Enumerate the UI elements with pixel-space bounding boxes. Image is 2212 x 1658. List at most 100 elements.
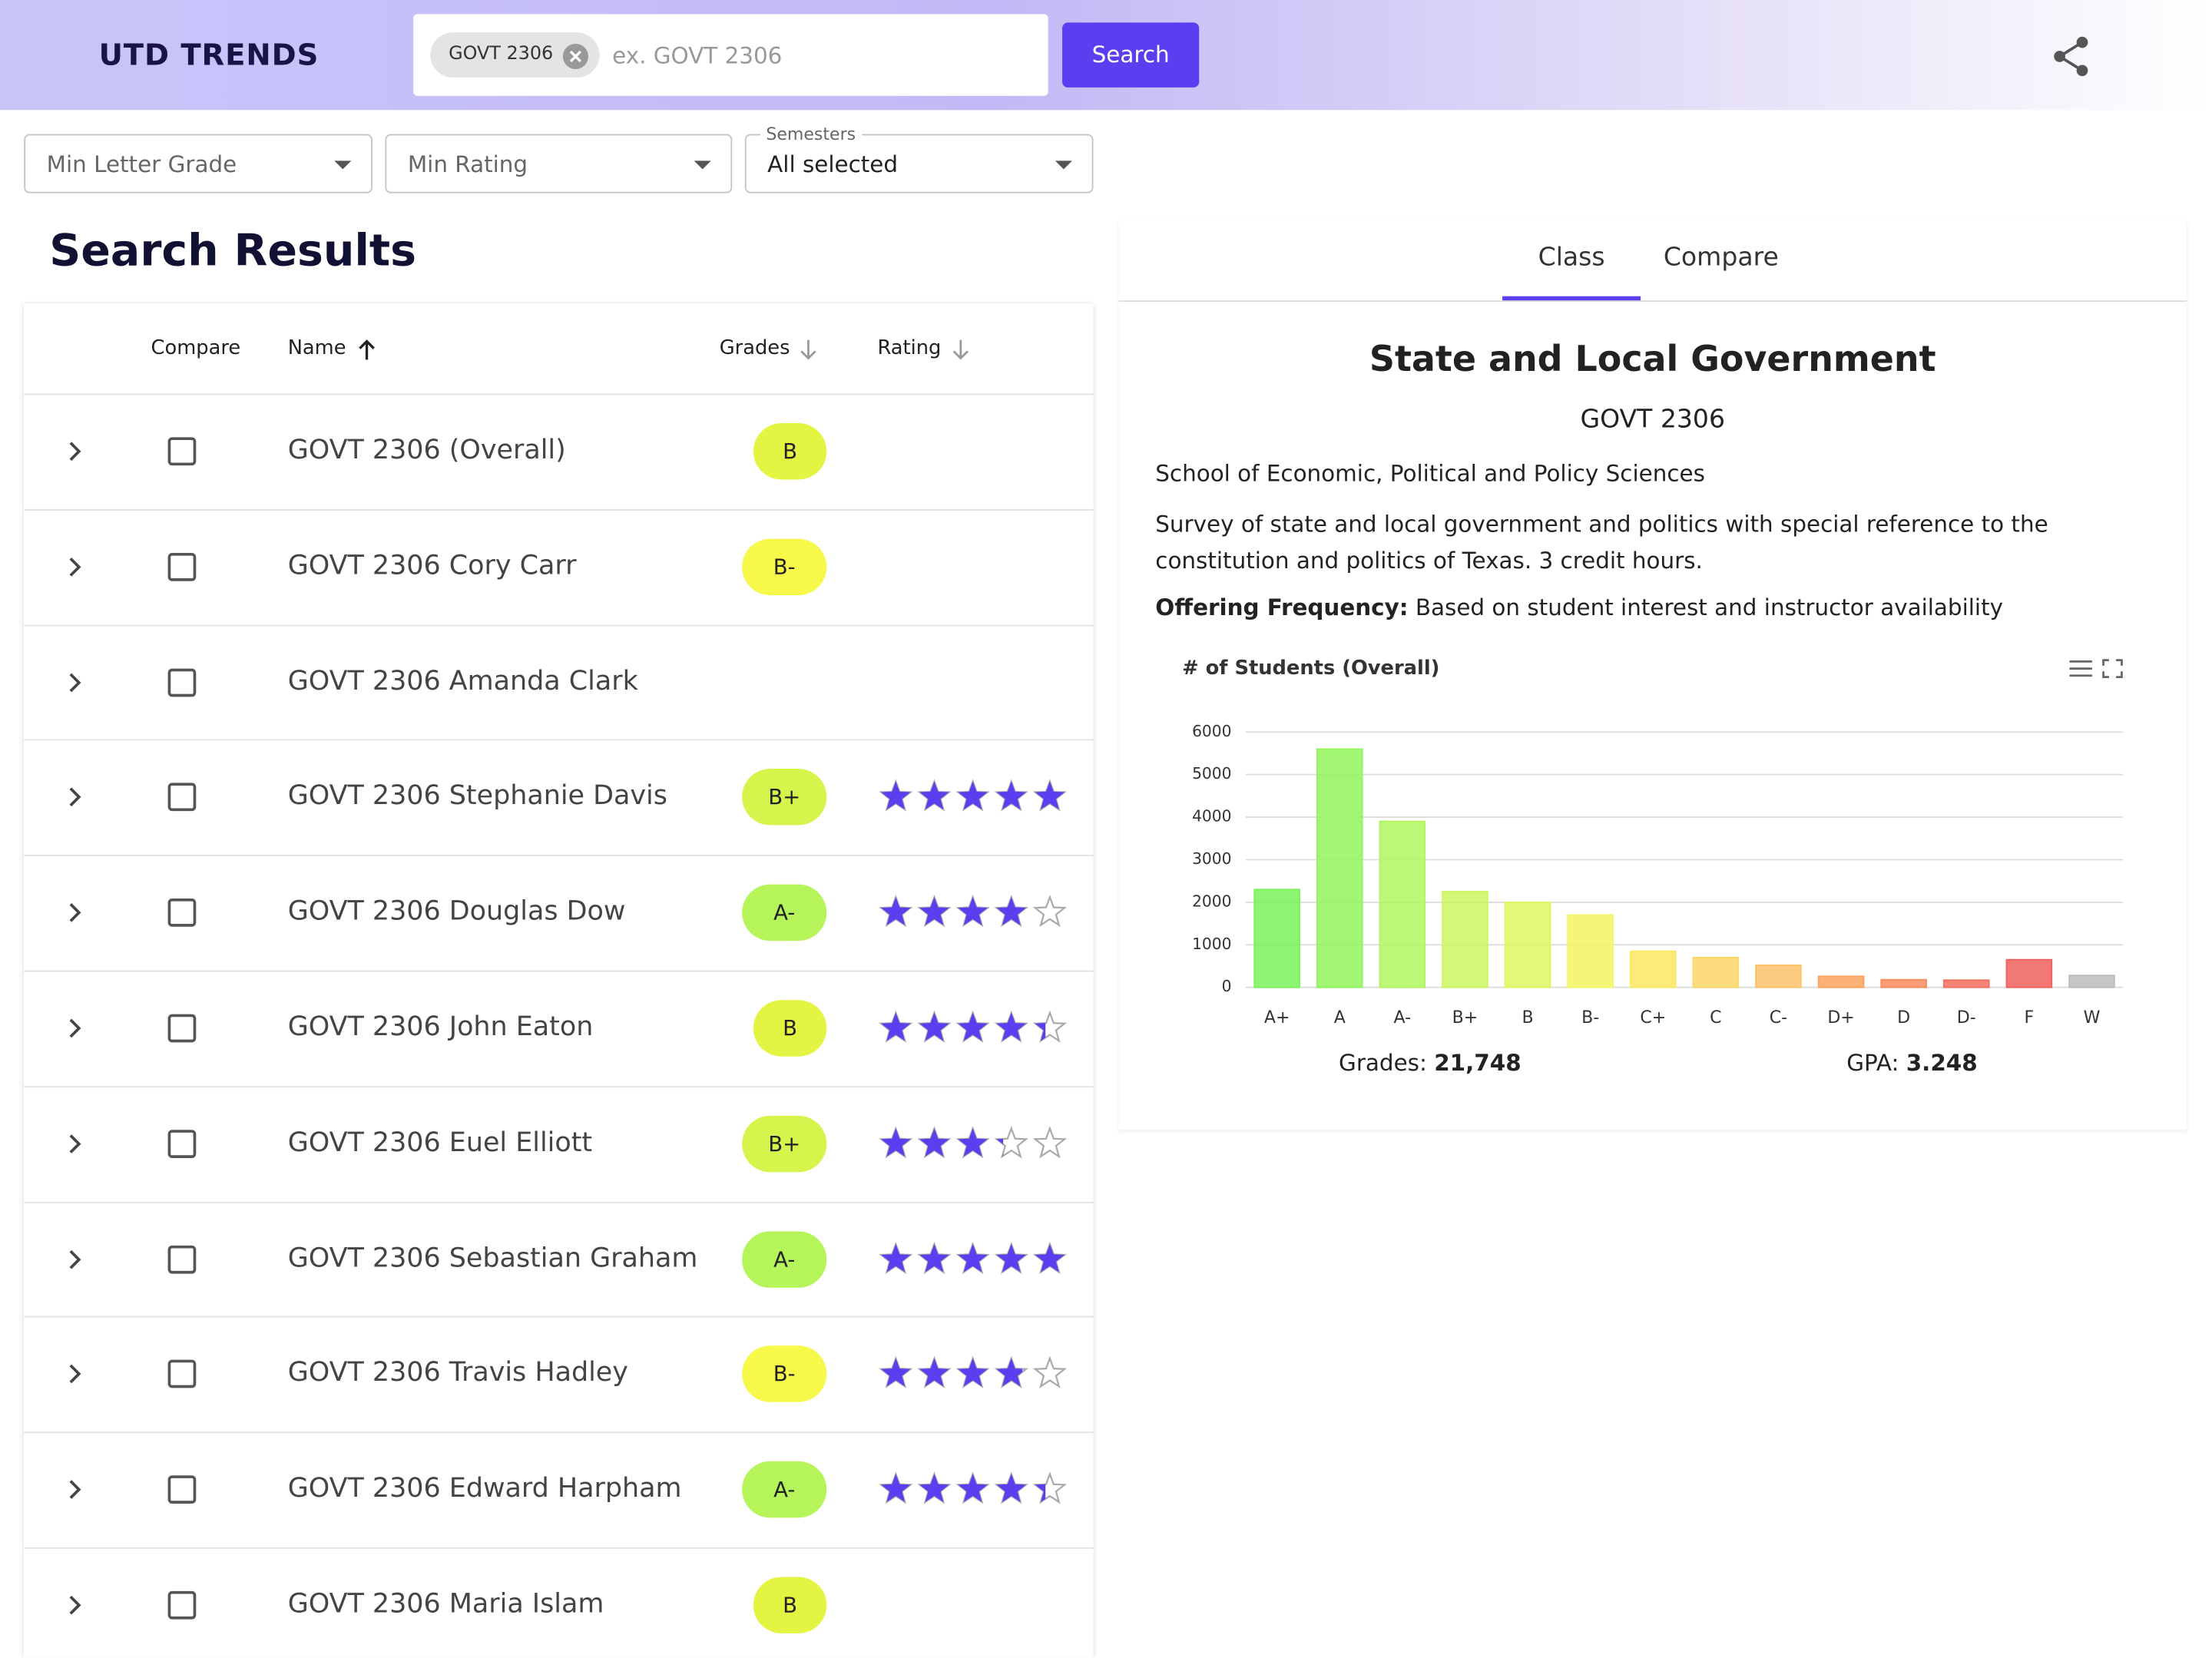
rating-fill bbox=[881, 1243, 1065, 1272]
search-button[interactable]: Search bbox=[1062, 22, 1200, 88]
bar[interactable] bbox=[2068, 975, 2115, 988]
row-name: GOVT 2306 Travis Hadley bbox=[287, 1357, 628, 1389]
min-rating-select[interactable]: Min Rating bbox=[385, 134, 733, 194]
star bbox=[1035, 1484, 1046, 1503]
compare-checkbox[interactable] bbox=[167, 898, 197, 928]
star-outline bbox=[1032, 895, 1068, 928]
star bbox=[958, 782, 988, 810]
star bbox=[881, 1243, 911, 1272]
grade-pill: B bbox=[753, 1000, 827, 1057]
expand-chevron[interactable] bbox=[69, 557, 81, 577]
bar[interactable] bbox=[1253, 889, 1300, 988]
grades-total: Grades: 21,748 bbox=[1339, 1050, 1522, 1077]
y-tick-label: 2000 bbox=[1192, 892, 1231, 910]
semesters-select[interactable]: All selected bbox=[744, 134, 1094, 194]
expand-chevron[interactable] bbox=[69, 788, 81, 807]
school: School of Economic, Political and Policy… bbox=[1155, 459, 1705, 487]
expand-chevron[interactable] bbox=[69, 1595, 81, 1615]
star bbox=[958, 897, 988, 926]
column-header[interactable]: Name bbox=[287, 336, 346, 360]
table-row[interactable]: GOVT 2306 Douglas Dow A- bbox=[24, 855, 1094, 971]
grade-pill: B+ bbox=[742, 1115, 827, 1172]
compare-checkbox[interactable] bbox=[167, 783, 197, 812]
table-row[interactable]: GOVT 2306 Amanda Clark bbox=[24, 624, 1094, 741]
bar[interactable] bbox=[1629, 950, 1677, 988]
row-icons bbox=[69, 552, 197, 581]
grade-pill: B bbox=[753, 423, 827, 480]
column-header[interactable]: Grades bbox=[719, 336, 790, 360]
expand-chevron[interactable] bbox=[69, 672, 81, 692]
chip-remove[interactable] bbox=[561, 42, 590, 71]
bar[interactable] bbox=[1880, 978, 1927, 988]
expand-chevron[interactable] bbox=[69, 903, 81, 923]
table-row[interactable]: GOVT 2306 Cory Carr B- bbox=[24, 508, 1094, 626]
expand-chevron[interactable] bbox=[69, 1365, 81, 1385]
expand-chevron[interactable] bbox=[69, 1249, 81, 1269]
table-row[interactable]: GOVT 2306 Edward Harpham A- bbox=[24, 1431, 1094, 1549]
bar[interactable] bbox=[1567, 914, 1614, 988]
expand-chevron[interactable] bbox=[69, 442, 81, 462]
star bbox=[881, 782, 911, 810]
table-row[interactable]: GOVT 2306 Stephanie Davis B+ bbox=[24, 740, 1094, 856]
bar[interactable] bbox=[2005, 958, 2053, 988]
tab[interactable]: Compare bbox=[1663, 242, 1779, 273]
min-grade-select[interactable]: Min Letter Grade bbox=[24, 134, 373, 194]
bar[interactable] bbox=[1692, 957, 1740, 988]
bar[interactable] bbox=[1316, 748, 1363, 988]
compare-checkbox[interactable] bbox=[167, 1475, 197, 1504]
star bbox=[881, 897, 911, 926]
table-row[interactable]: GOVT 2306 Maria Islam B bbox=[24, 1547, 1094, 1657]
compare-checkbox[interactable] bbox=[167, 1245, 197, 1273]
table-row[interactable]: GOVT 2306 Sebastian Graham A- bbox=[24, 1201, 1094, 1318]
compare-checkbox[interactable] bbox=[167, 667, 197, 697]
share-icon[interactable] bbox=[2051, 35, 2094, 78]
y-tick-label: 4000 bbox=[1192, 807, 1231, 826]
compare-checkbox[interactable] bbox=[167, 1129, 197, 1158]
compare-checkbox[interactable] bbox=[167, 1590, 197, 1620]
rating-stars bbox=[879, 1241, 1068, 1274]
table-row[interactable]: GOVT 2306 (Overall) B bbox=[24, 393, 1094, 510]
star bbox=[996, 1138, 1004, 1157]
compare-checkbox[interactable] bbox=[167, 437, 197, 466]
frequency: Offering Frequency: Based on student int… bbox=[1155, 594, 2003, 621]
chart: # of Students (Overall) 0 1000 2000 3000 400… bbox=[1182, 657, 2124, 1028]
table-row[interactable]: GOVT 2306 John Eaton B bbox=[24, 970, 1094, 1087]
gpa: GPA: 3.248 bbox=[1846, 1050, 1977, 1077]
logo[interactable]: UTD TRENDS bbox=[98, 38, 320, 72]
expand-chevron[interactable] bbox=[69, 1480, 81, 1500]
expand-chevron[interactable] bbox=[69, 1018, 81, 1038]
sort-icon bbox=[800, 339, 816, 360]
column-header[interactable]: Rating bbox=[877, 336, 942, 360]
results-table: Compare Name Grades Rating GOVT 2306 (Ov… bbox=[24, 303, 1094, 1657]
bar[interactable] bbox=[1817, 975, 1865, 988]
star bbox=[958, 1128, 988, 1157]
expand-chevron[interactable] bbox=[69, 1133, 81, 1153]
bar[interactable] bbox=[1504, 901, 1551, 988]
table-row[interactable]: GOVT 2306 Travis Hadley B- bbox=[24, 1316, 1094, 1433]
row-icons bbox=[69, 1129, 197, 1158]
description: Survey of state and local government and… bbox=[1155, 510, 2048, 574]
x-tick-label: A- bbox=[1394, 1008, 1412, 1028]
bar[interactable] bbox=[1379, 820, 1426, 988]
x-tick-label: B- bbox=[1581, 1008, 1599, 1028]
rating-stars bbox=[879, 1356, 1068, 1389]
select-text: Min Rating bbox=[407, 151, 528, 178]
bar[interactable] bbox=[1942, 979, 1990, 988]
compare-checkbox[interactable] bbox=[167, 1360, 197, 1389]
y-tick-label: 1000 bbox=[1192, 935, 1231, 953]
compare-checkbox[interactable] bbox=[167, 1014, 197, 1043]
compare-checkbox[interactable] bbox=[167, 552, 197, 581]
bar[interactable] bbox=[1755, 964, 1802, 988]
rating-fill bbox=[881, 1012, 1046, 1041]
chart-menu[interactable] bbox=[2069, 659, 2123, 679]
row-name: GOVT 2306 Maria Islam bbox=[287, 1588, 604, 1620]
rating-fill bbox=[881, 1474, 1046, 1503]
search-placeholder: ex. GOVT 2306 bbox=[612, 42, 783, 69]
tab[interactable]: Class bbox=[1538, 242, 1605, 273]
grade-pill: A- bbox=[742, 884, 827, 942]
table-row[interactable]: GOVT 2306 Euel Elliott B+ bbox=[24, 1085, 1094, 1203]
rating-stars bbox=[879, 1125, 1068, 1159]
bar[interactable] bbox=[1442, 891, 1488, 988]
tab-indicator bbox=[1502, 296, 1641, 301]
